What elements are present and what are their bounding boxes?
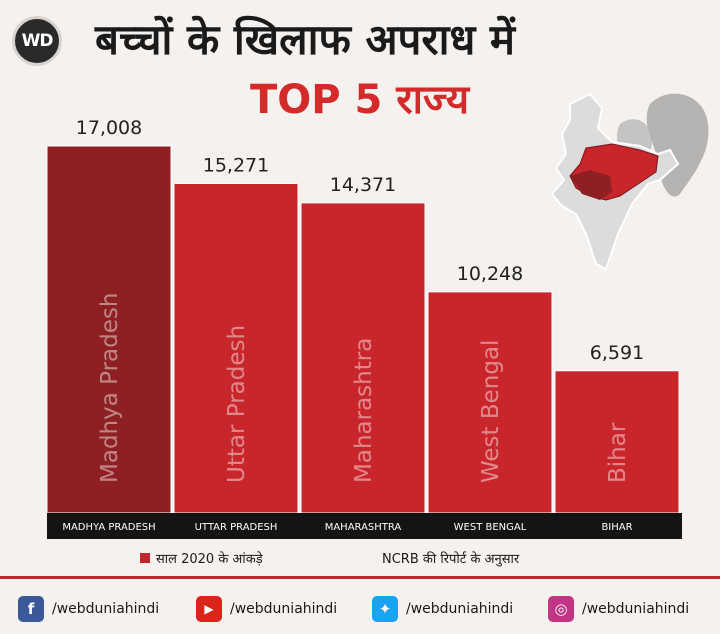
bar-chart: 17,008 Madhya Pradesh 15,271 Uttar Pradesh 1… xyxy=(46,117,682,539)
social-footer xyxy=(0,579,720,634)
india-map-illustration xyxy=(550,92,709,271)
social-handle: /webduniahindi xyxy=(230,601,338,617)
highlighted-state-mp xyxy=(570,170,612,200)
bars-group: 17,008 Madhya Pradesh 15,271 Uttar Pradesh 1… xyxy=(46,117,680,514)
x-tick-label: MAHARASHTRA xyxy=(325,522,402,533)
x-axis-strip xyxy=(47,513,682,539)
value-label: 14,371 xyxy=(330,174,396,196)
x-tick-label: BIHAR xyxy=(601,522,632,533)
youtube-icon: ▶ xyxy=(196,596,222,622)
bar-bihar xyxy=(554,370,680,514)
bar-inner-label: Maharashtra xyxy=(351,338,377,483)
webdunia-logo: WD xyxy=(12,16,62,66)
value-label: 17,008 xyxy=(76,117,142,139)
footer-divider xyxy=(0,576,720,579)
page-title: बच्चों के खिलाफ अपराध में xyxy=(95,15,516,64)
page-subtitle: TOP 5 राज्य xyxy=(250,77,470,123)
bar-inner-label: West Bengal xyxy=(478,340,504,483)
social-facebook[interactable]: f /webduniahindi xyxy=(18,596,159,622)
value-label: 10,248 xyxy=(457,263,523,285)
x-tick-label: MADHYA PRADESH xyxy=(62,522,155,533)
instagram-icon: ◎ xyxy=(548,596,574,622)
value-label: 6,591 xyxy=(590,342,644,364)
bar-uttar-pradesh xyxy=(173,182,299,514)
x-tick-label: UTTAR PRADESH xyxy=(195,522,278,533)
legend-swatch xyxy=(140,553,150,563)
x-tick-labels: MADHYA PRADESH UTTAR PRADESH MAHARASHTRA WE… xyxy=(62,522,632,533)
bar-maharashtra xyxy=(300,202,426,514)
social-handle: /webduniahindi xyxy=(52,601,160,617)
x-tick-label: WEST BENGAL xyxy=(454,522,527,533)
social-handle: /webduniahindi xyxy=(406,601,514,617)
legend-label: साल 2020 के आंकड़े xyxy=(156,552,263,567)
bar-inner-label: Madhya Pradesh xyxy=(97,293,123,483)
social-handle: /webduniahindi xyxy=(582,601,690,617)
bar-inner-label: Uttar Pradesh xyxy=(224,325,250,483)
bar-west-bengal xyxy=(427,291,553,514)
twitter-icon: ✦ xyxy=(372,596,398,622)
legend: साल 2020 के आंकड़े xyxy=(140,549,263,567)
social-instagram[interactable]: ◎ /webduniahindi xyxy=(548,596,689,622)
social-youtube[interactable]: ▶ /webduniahindi xyxy=(196,596,337,622)
bar-inner-label: Bihar xyxy=(605,422,631,483)
source-note: NCRB की रिपोर्ट के अनुसार xyxy=(382,552,520,567)
social-twitter[interactable]: ✦ /webduniahindi xyxy=(372,596,513,622)
value-label: 15,271 xyxy=(203,154,269,176)
bar-madhya-pradesh xyxy=(46,145,172,514)
facebook-icon: f xyxy=(18,596,44,622)
